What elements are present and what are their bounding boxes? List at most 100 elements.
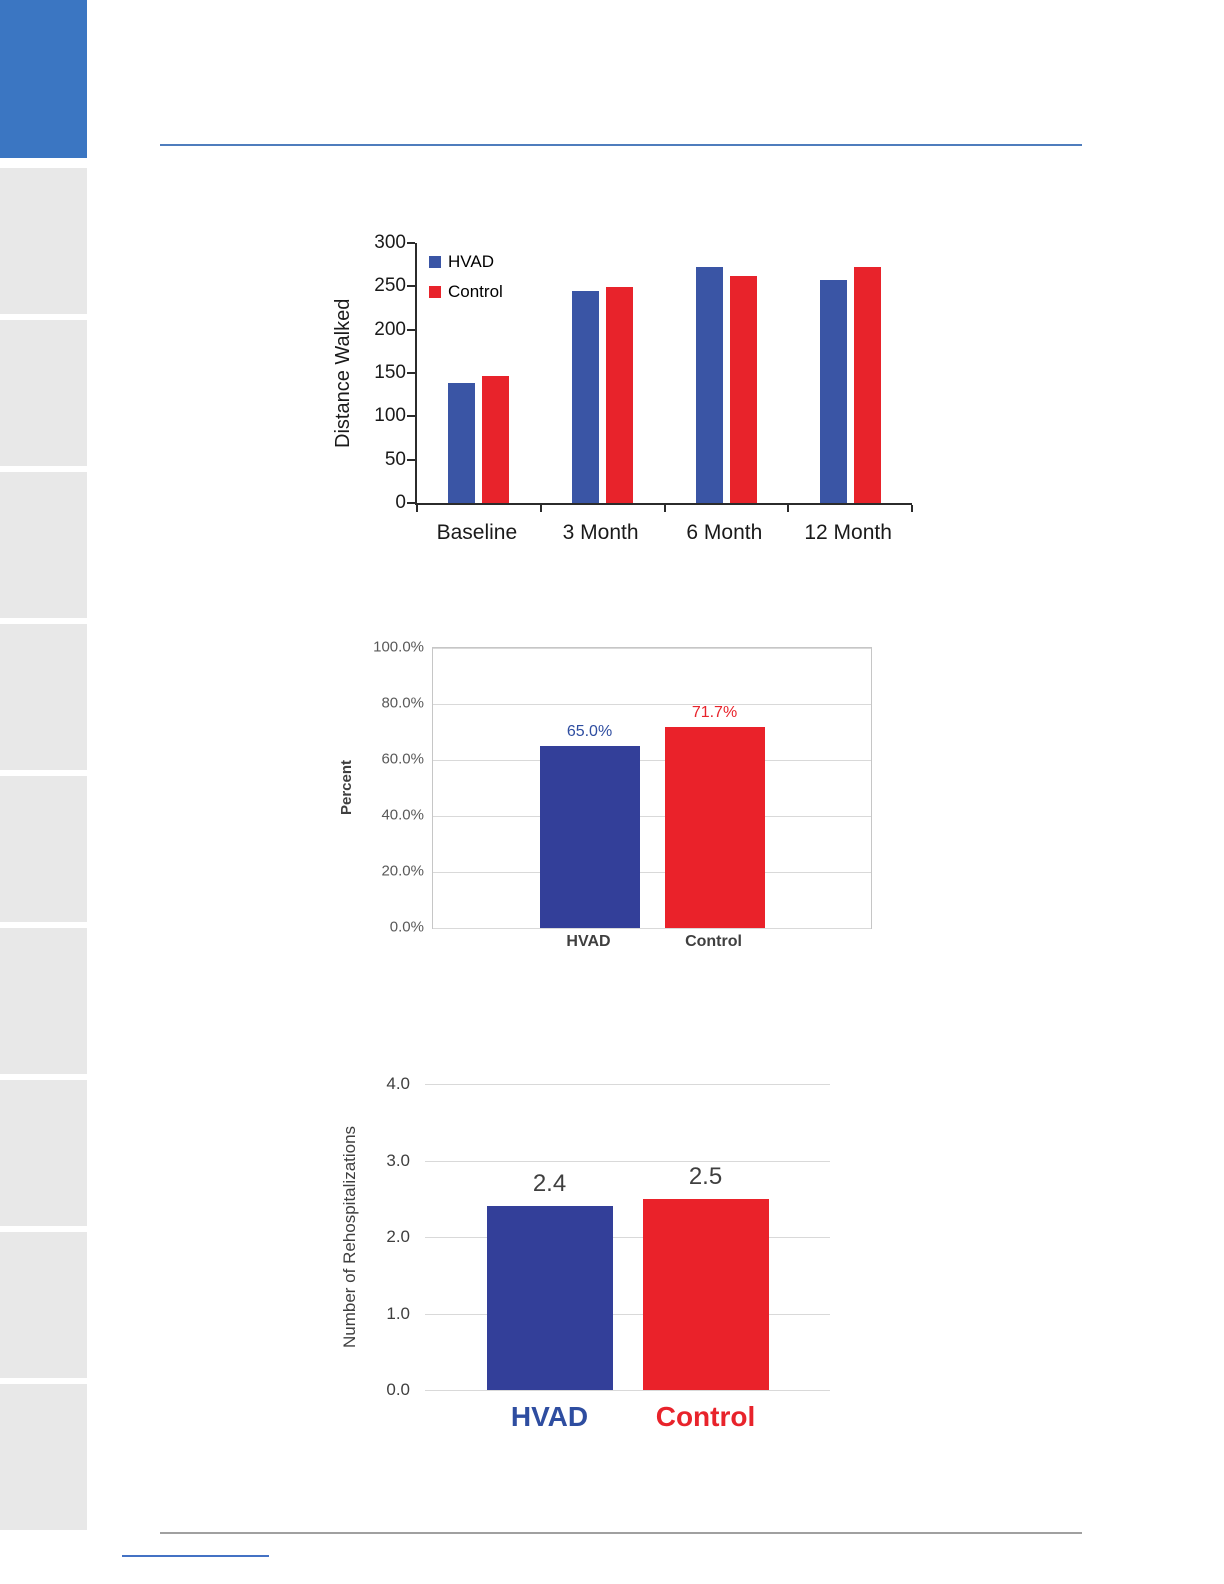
data-label-control: 71.7%	[691, 704, 738, 722]
bar-hvad	[486, 1206, 613, 1390]
x-axis-labels: HVAD Control	[425, 1401, 830, 1433]
x-label-hvad: HVAD	[566, 933, 611, 950]
chart-percent: Percent 100.0% 80.0% 60.0% 40.0% 20.0% 0.0% 6…	[330, 630, 970, 975]
bar-column-hvad: 65.0%	[539, 723, 640, 928]
bar-column-control: 2.5	[642, 1162, 769, 1390]
data-label-hvad: 65.0%	[566, 723, 613, 740]
plot-area: 2.4 2.5	[425, 1084, 830, 1391]
y-tick-mark	[407, 242, 415, 244]
gridline	[433, 760, 871, 761]
bar-control-3-month	[606, 287, 634, 503]
gridline	[425, 1237, 830, 1238]
gridline	[433, 816, 871, 817]
y-tick-mark	[407, 458, 415, 461]
bar-control	[664, 727, 765, 928]
y-tick-300: 300	[374, 232, 406, 253]
y-tick-0: 0.0	[386, 1380, 410, 1399]
y-axis-ticks: 300 250 200 150 100 50 0	[330, 232, 406, 513]
y-tick-20: 20.0%	[381, 862, 424, 880]
bar-group-baseline	[417, 375, 541, 503]
x-tick-mark	[787, 505, 790, 512]
x-tick-mark	[416, 505, 418, 512]
y-tick-40: 40.0%	[381, 806, 424, 824]
sidebar-tab-7	[0, 928, 87, 1074]
gridline	[433, 704, 871, 705]
header-rule	[160, 144, 1082, 146]
bars: 65.0% 71.7%	[433, 648, 871, 928]
y-tick-150: 150	[374, 362, 406, 383]
y-tick-0: 0.0%	[389, 918, 424, 936]
y-tick-60: 60.0%	[381, 750, 424, 768]
legend-swatch-control	[429, 286, 441, 298]
sidebar-tab-5	[0, 624, 87, 770]
y-tick-2: 2.0	[386, 1227, 410, 1246]
sidebar-tab-2	[0, 168, 87, 314]
y-tick-mark	[407, 415, 415, 418]
y-tick-mark	[407, 328, 415, 331]
bar-hvad-12-month	[819, 280, 847, 503]
bar-control-12-month	[853, 267, 881, 503]
sidebar-tab-3	[0, 320, 87, 466]
bar-groups	[417, 243, 912, 503]
sidebar-tab-4	[0, 472, 87, 618]
sidebar-tab-6	[0, 776, 87, 922]
x-label-6-month: 6 Month	[686, 521, 763, 544]
gridline	[433, 872, 871, 873]
y-tick-100: 100.0%	[373, 638, 424, 656]
footer-rule	[160, 1532, 1082, 1534]
legend-swatch-hvad	[429, 256, 441, 268]
gridline	[425, 1313, 830, 1315]
sidebar-tab-9	[0, 1232, 87, 1378]
bar-hvad	[539, 746, 640, 928]
x-label-baseline: Baseline	[436, 521, 518, 544]
x-tick-mark	[663, 505, 666, 512]
legend-label-hvad: HVAD	[448, 252, 494, 271]
gridline	[433, 648, 871, 649]
x-tick-mark	[539, 505, 542, 512]
y-tick-250: 250	[374, 275, 406, 297]
y-tick-mark	[407, 372, 415, 374]
y-axis-ticks: 100.0% 80.0% 60.0% 40.0% 20.0% 0.0%	[330, 639, 424, 936]
bar-group-3-month	[541, 287, 665, 503]
legend: HVAD Control	[429, 252, 503, 302]
y-tick-3: 3.0	[386, 1150, 410, 1170]
gridline	[425, 1160, 830, 1162]
gridline	[433, 928, 871, 929]
bar-hvad-3-month	[572, 290, 600, 503]
gridline	[425, 1390, 830, 1391]
y-tick-100: 100	[374, 405, 406, 427]
bar-column-hvad: 2.4	[486, 1170, 613, 1390]
y-tick-mark	[407, 285, 415, 288]
x-label-control: Control	[655, 1401, 756, 1432]
sidebar-tab-10	[0, 1384, 87, 1530]
legend-item-control: Control	[429, 282, 503, 302]
bar-hvad-baseline	[448, 383, 476, 503]
y-tick-1: 1.0	[386, 1303, 410, 1323]
x-label-hvad: HVAD	[510, 1401, 589, 1432]
y-tick-4: 4.0	[386, 1074, 410, 1093]
x-label-control: Control	[685, 933, 742, 950]
y-tick-0: 0	[395, 492, 406, 513]
bar-hvad-6-month	[695, 267, 723, 503]
legend-item-hvad: HVAD	[429, 252, 503, 272]
data-label-control: 2.5	[688, 1162, 723, 1190]
x-label-12-month: 12 Month	[804, 521, 892, 544]
sidebar-tab-8	[0, 1080, 87, 1226]
bars: 2.4 2.5	[425, 1084, 830, 1390]
x-label-3-month: 3 Month	[562, 521, 639, 544]
gridline	[425, 1084, 830, 1085]
x-axis-labels: HVAD Control	[432, 933, 870, 951]
y-tick-mark	[407, 502, 415, 504]
y-tick-50: 50	[384, 448, 406, 470]
chart-rehospitalizations: Number of Rehospitalizations 4.0 3.0 2.0 1.…	[330, 1060, 970, 1455]
y-axis-ticks: 4.0 3.0 2.0 1.0 0.0	[330, 1074, 410, 1399]
legend-label-control: Control	[448, 282, 503, 301]
chart-distance-walked: Distance Walked 300 250 200 150 100 50 0 HVAD …	[330, 232, 970, 570]
data-label-hvad: 2.4	[532, 1170, 567, 1198]
bar-control-baseline	[482, 375, 510, 503]
footnote-rule	[122, 1555, 269, 1557]
bar-column-control: 71.7%	[664, 704, 765, 928]
bar-group-12-month	[788, 267, 912, 503]
y-tick-80: 80.0%	[381, 694, 424, 712]
